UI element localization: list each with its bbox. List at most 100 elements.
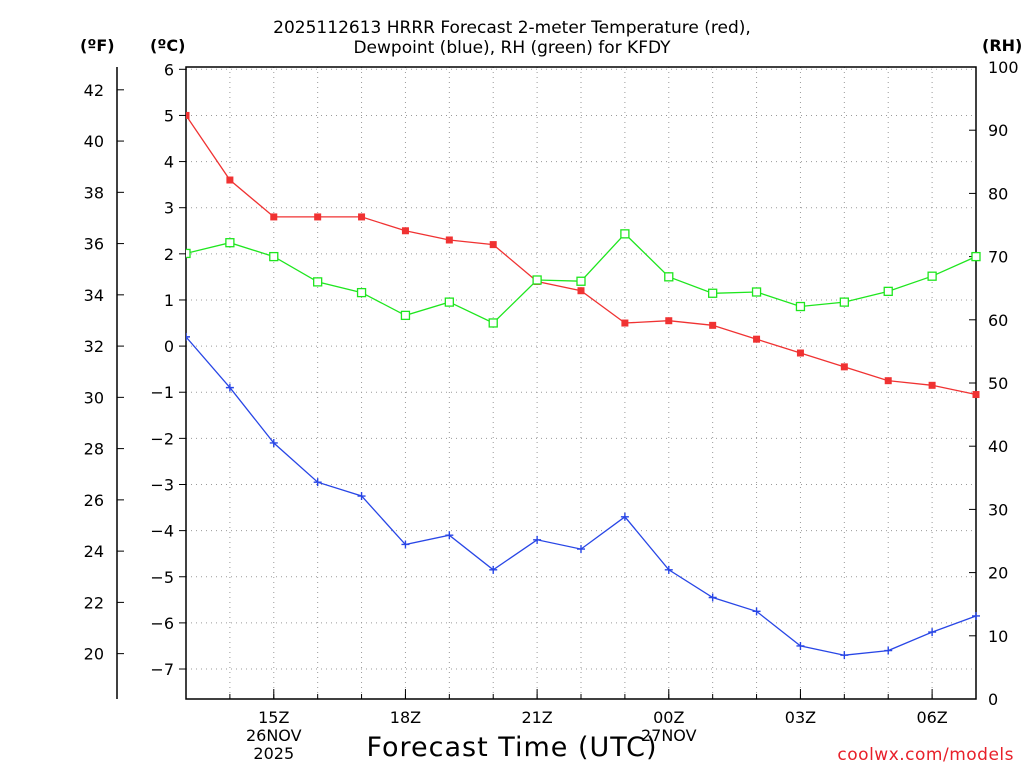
fahrenheit-axis-unit: (ºF) bbox=[80, 36, 115, 55]
rh-tick-label: 30 bbox=[988, 500, 1008, 519]
celsius-tick-label: 2 bbox=[164, 245, 174, 264]
rh-tick-label: 90 bbox=[988, 121, 1008, 140]
chart-title-line-2: Dewpoint (blue), RH (green) for KFDY bbox=[353, 38, 671, 58]
dewpoint-point bbox=[796, 641, 805, 650]
chart-title-line-1: 2025112613 HRRR Forecast 2-meter Tempera… bbox=[273, 18, 751, 38]
dewpoint-point bbox=[577, 545, 585, 554]
fahrenheit-tick-label: 22 bbox=[84, 593, 104, 612]
dewpoint-point bbox=[972, 611, 980, 620]
fahrenheit-tick-label: 42 bbox=[84, 81, 104, 100]
rh-point bbox=[313, 277, 323, 287]
rh-point bbox=[708, 288, 718, 298]
axes-layer: 6543210−1−2−3−4−5−6−74240383634323028262… bbox=[84, 58, 1019, 763]
rh-point bbox=[225, 238, 235, 248]
x-tick-label: 15Z bbox=[258, 708, 289, 727]
rh-point bbox=[186, 248, 191, 259]
celsius-tick-label: −6 bbox=[150, 614, 174, 633]
temperature-point bbox=[884, 377, 892, 385]
temperature-point bbox=[972, 391, 980, 399]
rh-point bbox=[576, 276, 586, 286]
celsius-tick-label: 0 bbox=[164, 337, 174, 356]
temperature-point bbox=[621, 319, 629, 327]
x-tick-label: 06Z bbox=[916, 708, 947, 727]
temperature-point bbox=[577, 287, 585, 295]
fahrenheit-tick-label: 26 bbox=[84, 491, 104, 510]
rh-tick-label: 100 bbox=[988, 58, 1019, 77]
temperature-point bbox=[186, 111, 190, 119]
temperature-point bbox=[445, 236, 453, 244]
fahrenheit-tick-label: 24 bbox=[84, 542, 104, 561]
rh-tick-label: 20 bbox=[988, 564, 1008, 583]
celsius-tick-label: −7 bbox=[150, 660, 174, 679]
rh-tick-label: 80 bbox=[988, 184, 1008, 203]
fahrenheit-tick-label: 36 bbox=[84, 235, 104, 254]
temperature-point bbox=[358, 213, 366, 221]
dewpoint-point bbox=[401, 540, 410, 549]
dewpoint-point bbox=[186, 332, 190, 341]
celsius-tick-label: 5 bbox=[164, 106, 174, 125]
temperature-point bbox=[665, 317, 673, 325]
rh-point bbox=[400, 310, 411, 321]
celsius-tick-label: 1 bbox=[164, 291, 174, 310]
fahrenheit-tick-label: 32 bbox=[84, 337, 104, 356]
x-axis-title: Forecast Time (UTC) bbox=[366, 732, 658, 763]
dewpoint-point bbox=[269, 438, 278, 447]
dewpoint-point bbox=[225, 383, 234, 392]
dewpoint-point bbox=[840, 651, 849, 660]
credit-watermark[interactable]: coolwx.com/models bbox=[837, 745, 1014, 765]
rh-point bbox=[269, 251, 279, 262]
x-tick-label: 18Z bbox=[390, 708, 421, 727]
celsius-tick-label: −1 bbox=[150, 383, 174, 402]
temperature-point bbox=[226, 176, 234, 184]
grid-layer bbox=[185, 67, 977, 699]
celsius-axis-unit: (ºC) bbox=[150, 36, 186, 55]
celsius-tick-label: 3 bbox=[164, 199, 174, 218]
celsius-tick-label: 6 bbox=[164, 60, 174, 79]
x-tick-year-label: 2025 bbox=[253, 744, 294, 763]
rh-tick-label: 10 bbox=[988, 627, 1008, 646]
dewpoint-point bbox=[357, 492, 366, 501]
rh-tick-label: 0 bbox=[988, 690, 998, 709]
dewpoint-point bbox=[445, 531, 454, 540]
dewpoint-point bbox=[884, 646, 893, 655]
dewpoint-point bbox=[928, 628, 937, 637]
temperature-point bbox=[928, 381, 936, 389]
series-clip-group bbox=[186, 111, 981, 660]
fahrenheit-tick-label: 30 bbox=[84, 388, 104, 407]
temperature-point bbox=[401, 227, 409, 235]
rh-tick-label: 60 bbox=[988, 311, 1008, 330]
dewpoint-point bbox=[533, 535, 542, 544]
celsius-tick-label: −5 bbox=[150, 568, 174, 587]
celsius-tick-label: −3 bbox=[150, 475, 174, 494]
rh-axis-unit: (RH) bbox=[982, 36, 1023, 55]
celsius-tick-label: 4 bbox=[164, 153, 174, 172]
dewpoint-point bbox=[664, 565, 673, 574]
dewpoint-point bbox=[708, 593, 717, 602]
temperature-point bbox=[314, 213, 322, 221]
rh-point bbox=[927, 271, 937, 281]
rh-tick-label: 70 bbox=[988, 248, 1008, 267]
x-tick-date-label: 27NOV bbox=[641, 726, 697, 745]
rh-point bbox=[532, 275, 542, 285]
dewpoint-point bbox=[620, 512, 629, 521]
rh-point bbox=[795, 301, 806, 312]
dewpoint-point bbox=[752, 607, 761, 616]
fahrenheit-tick-label: 38 bbox=[84, 183, 104, 202]
rh-point bbox=[883, 286, 893, 297]
rh-point bbox=[971, 251, 981, 262]
rh-point bbox=[751, 287, 762, 297]
series-layer bbox=[186, 111, 981, 660]
rh-point bbox=[488, 318, 498, 328]
rh-point bbox=[356, 287, 367, 298]
temperature-point bbox=[270, 213, 278, 221]
rh-point bbox=[839, 297, 849, 307]
temperature-point bbox=[489, 241, 497, 249]
temperature-point bbox=[796, 349, 804, 357]
rh-point bbox=[444, 297, 454, 307]
x-tick-date-label: 26NOV bbox=[246, 726, 302, 745]
rh-tick-label: 40 bbox=[988, 437, 1008, 456]
temperature-point bbox=[840, 363, 848, 371]
x-tick-label: 00Z bbox=[653, 708, 684, 727]
fahrenheit-tick-label: 34 bbox=[84, 286, 104, 305]
